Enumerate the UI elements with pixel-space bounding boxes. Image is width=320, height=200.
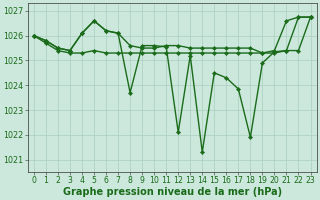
X-axis label: Graphe pression niveau de la mer (hPa): Graphe pression niveau de la mer (hPa): [63, 187, 282, 197]
